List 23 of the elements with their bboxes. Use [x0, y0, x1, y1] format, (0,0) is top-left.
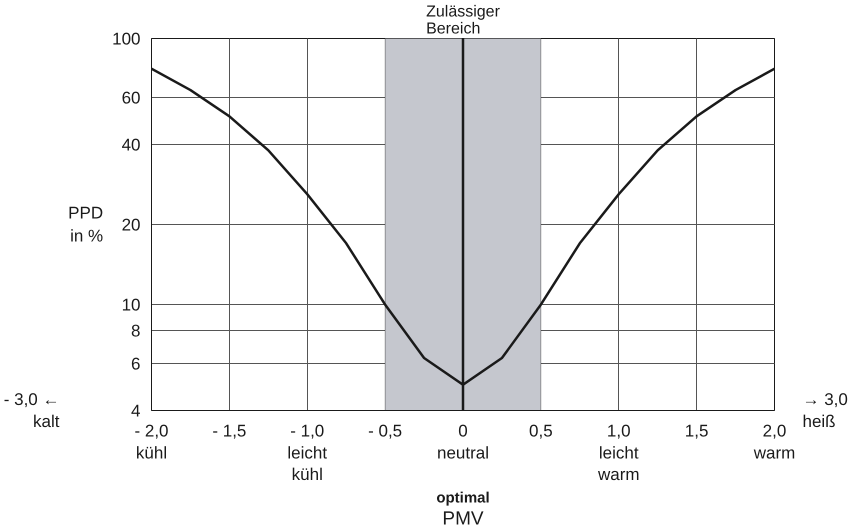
y-tick-label: 20: [122, 216, 141, 234]
text: - 3,0 ← kalt: [4, 390, 60, 431]
y-tick-label: 8: [131, 321, 141, 340]
x-tick-label: - 1,0 leicht kühl: [287, 422, 328, 484]
x-tick-label: 0,5: [529, 422, 553, 440]
y-tick-label: 60: [122, 88, 141, 108]
y-tick-label: 100: [112, 30, 141, 48]
y-tick-label: 6: [131, 354, 141, 374]
y-axis-title: PPD in %: [68, 204, 104, 246]
x-axis-title: PMV: [442, 508, 484, 529]
x-tick-label: 0 neutral: [437, 422, 489, 462]
text: → 3,0 heiß: [802, 390, 848, 431]
text: optimal: [436, 490, 490, 506]
x-tick-label: - 2,0 kühl: [134, 422, 169, 462]
x-tick-label: 1,5: [684, 422, 708, 440]
y-tick-label: 4: [131, 402, 141, 420]
x-tick-label: - 1,5: [212, 422, 246, 440]
x-tick-label: - 0,5: [368, 422, 402, 440]
y-tick-label: 10: [122, 296, 141, 315]
y-tick-label: 40: [122, 135, 141, 154]
x-tick-label: 2,0 warm: [752, 422, 796, 462]
x-tick-label: 1,0 leicht warm: [596, 422, 640, 484]
band-label: Zulässiger Bereich: [426, 4, 501, 38]
